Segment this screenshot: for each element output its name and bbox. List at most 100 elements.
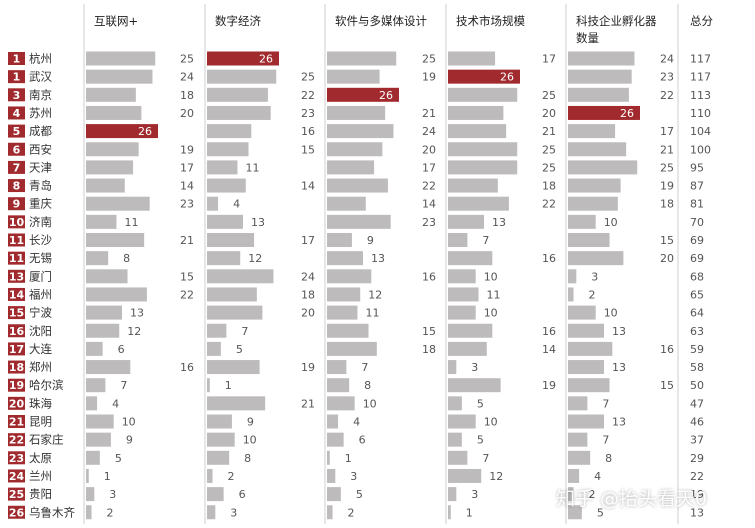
bar: [207, 196, 219, 211]
value-label: 4: [112, 397, 119, 410]
bar: [568, 51, 635, 66]
value-label: 13: [492, 216, 506, 229]
total-header: 总分: [690, 14, 713, 28]
rank-badge: [8, 215, 25, 229]
bar: [568, 414, 604, 429]
rank-number: 19: [9, 379, 24, 392]
total-value: 95: [690, 161, 704, 174]
total-value: 69: [690, 234, 704, 247]
rank-number: 17: [9, 343, 24, 356]
city-name: 大连: [29, 342, 52, 356]
bar: [568, 323, 604, 338]
bar: [207, 341, 221, 356]
total-value: 50: [690, 379, 704, 392]
column-header: 互联网+: [94, 14, 138, 28]
bar: [207, 360, 260, 375]
value-label: 17: [542, 53, 556, 66]
bar: [86, 305, 122, 320]
bar: [448, 468, 482, 483]
rank-number: 5: [13, 125, 21, 138]
city-name: 郑州: [29, 360, 52, 374]
value-label: 15: [660, 379, 674, 392]
value-label: 5: [597, 506, 604, 519]
bar: [448, 196, 509, 211]
city-name: 乌鲁木齐: [29, 505, 75, 519]
bar: [86, 360, 131, 375]
rank-number: 15: [9, 307, 24, 320]
city-name: 沈阳: [29, 324, 52, 338]
value-label: 3: [471, 488, 478, 501]
value-label: 8: [364, 379, 371, 392]
value-label: 17: [301, 234, 315, 247]
city-name: 南京: [29, 88, 52, 102]
bar: [327, 487, 341, 502]
value-label: 20: [301, 307, 315, 320]
bar: [448, 251, 493, 266]
rank-badge: [8, 269, 25, 283]
bar: [207, 87, 268, 102]
total-value: 46: [690, 416, 704, 429]
value-label: 14: [542, 343, 556, 356]
value-label: 23: [422, 216, 436, 229]
value-label: 13: [371, 252, 385, 265]
bar: [327, 378, 350, 393]
bar: [448, 305, 476, 320]
city-name: 杭州: [29, 52, 52, 66]
bar: [448, 160, 518, 175]
rank-badge: [8, 342, 25, 356]
bar: [448, 360, 457, 375]
rank-badge: [8, 360, 25, 374]
value-label: 2: [589, 288, 596, 301]
rank-number: 18: [9, 361, 24, 374]
bar: [568, 468, 580, 483]
value-label: 17: [180, 161, 194, 174]
total-value: 13: [690, 506, 704, 519]
bar: [207, 251, 241, 266]
bar: [207, 414, 232, 429]
bar: [86, 105, 142, 120]
bar: [86, 450, 100, 465]
rank-badge: [8, 197, 25, 211]
value-label: 16: [422, 270, 436, 283]
bar: [327, 396, 355, 411]
value-label: 10: [484, 270, 498, 283]
value-label: 10: [484, 416, 498, 429]
total-value: 110: [690, 107, 711, 120]
bar: [448, 87, 518, 102]
value-label: 2: [107, 506, 114, 519]
value-label: 6: [118, 343, 125, 356]
value-label: 7: [361, 361, 368, 374]
bar: [86, 432, 111, 447]
bar: [448, 323, 493, 338]
value-label: 11: [365, 307, 379, 320]
value-label: 10: [243, 434, 257, 447]
value-label: 22: [422, 180, 436, 193]
value-label: 7: [602, 397, 609, 410]
value-label: 14: [422, 198, 436, 211]
total-value: 117: [690, 71, 711, 84]
bar: [327, 196, 366, 211]
bar: [568, 196, 618, 211]
value-label: 10: [604, 307, 618, 320]
bar: [86, 196, 150, 211]
bar: [207, 378, 210, 393]
bar: [327, 414, 339, 429]
rank-badge: [8, 433, 25, 447]
value-label: 22: [660, 89, 674, 102]
value-label: 5: [477, 397, 484, 410]
value-label: 7: [482, 234, 489, 247]
city-name: 无锡: [29, 251, 52, 265]
bar: [327, 124, 394, 139]
rank-number: 4: [13, 107, 21, 120]
value-label: 13: [251, 216, 265, 229]
value-label: 17: [422, 161, 436, 174]
value-label: 26: [620, 107, 634, 120]
city-name: 厦门: [29, 269, 52, 283]
value-label: 7: [482, 452, 489, 465]
bar: [86, 378, 106, 393]
value-label: 16: [660, 343, 674, 356]
total-value: 117: [690, 53, 711, 66]
value-label: 16: [542, 252, 556, 265]
rank-badge: [8, 88, 25, 102]
value-label: 18: [301, 288, 315, 301]
